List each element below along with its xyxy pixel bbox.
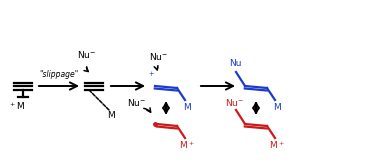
Text: M$^+$: M$^+$ <box>179 139 195 151</box>
Text: $^+$: $^+$ <box>147 71 155 81</box>
Text: Nu: Nu <box>229 59 241 69</box>
Text: M: M <box>107 112 115 120</box>
Text: $^+$M: $^+$M <box>8 100 25 112</box>
Text: Nu$^{-}$: Nu$^{-}$ <box>149 51 169 62</box>
Text: Nu$^{-}$: Nu$^{-}$ <box>225 96 245 108</box>
Text: M: M <box>273 102 281 112</box>
Text: M: M <box>183 102 191 112</box>
Text: M$^+$: M$^+$ <box>269 139 285 151</box>
Text: "slippage": "slippage" <box>39 70 79 79</box>
Text: Nu$^{-}$: Nu$^{-}$ <box>77 49 96 60</box>
Text: Nu$^{-}$: Nu$^{-}$ <box>127 97 147 108</box>
